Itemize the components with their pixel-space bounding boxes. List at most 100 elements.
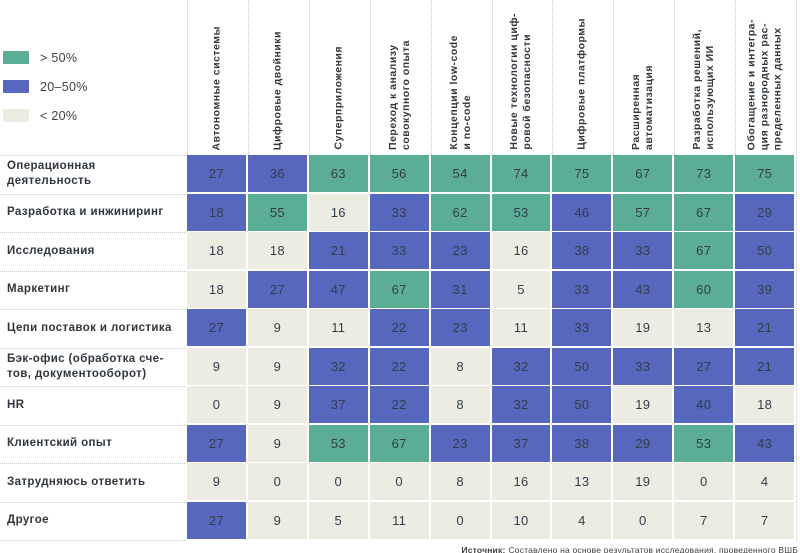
heatmap-cell: 37 (308, 386, 368, 423)
heatmap-cell: 23 (430, 424, 490, 462)
heatmap-cell: 21 (735, 309, 795, 346)
legend-item-gt50: > 50% (3, 51, 185, 65)
table-row: Клиентский опыт 27 9 53 67 23 37 38 29 53 43 (0, 424, 795, 462)
heatmap-cell: 0 (613, 501, 673, 539)
heatmap-cell: 0 (369, 463, 429, 500)
heatmap-cell: 73 (674, 155, 734, 192)
table-row: Разработка и инжиниринг 18 55 16 33 62 53 46 57 6… (0, 193, 795, 231)
heatmap-cell: 50 (735, 232, 795, 269)
heatmap-cell: 50 (552, 347, 612, 385)
table-row: Бэк-офис (обработка сче- тов, документоо… (0, 347, 795, 385)
heatmap-cell: 55 (247, 193, 307, 231)
heatmap-cell: 43 (613, 270, 673, 308)
table-row: Другое 27 9 5 11 0 10 4 0 7 7 (0, 501, 795, 539)
heatmap-cell: 8 (430, 463, 490, 500)
heatmap-cell: 54 (430, 155, 490, 192)
heatmap-cell: 21 (308, 232, 368, 269)
row-label: Бэк-офис (обработка сче- тов, документоо… (0, 347, 185, 385)
row-label: HR (0, 386, 185, 423)
row-label: Исследования (0, 232, 185, 269)
heatmap-cell: 31 (430, 270, 490, 308)
heatmap-cell: 7 (735, 501, 795, 539)
heatmap-cell: 9 (187, 463, 246, 500)
table-body: > 50% 20–50% < 20% Автономные системы Циф… (0, 0, 797, 541)
column-header: Переход к анализу совокупного опыта (369, 0, 429, 155)
heatmap-cell: 18 (187, 232, 246, 269)
heatmap-cell: 43 (735, 424, 795, 462)
heatmap-cell: 33 (552, 309, 612, 346)
source-note: Источник: Составлено на основе результато… (0, 545, 800, 553)
table-row: Цепи поставок и логистика 27 9 11 22 23 11 33 19… (0, 309, 795, 346)
row-label: Маркетинг (0, 270, 185, 308)
heatmap-cell: 22 (369, 386, 429, 423)
heatmap-cell: 22 (369, 309, 429, 346)
row-label: Операционная деятельность (0, 155, 185, 192)
heatmap-cell: 27 (674, 347, 734, 385)
legend-swatch-mid (3, 80, 29, 93)
heatmap-cell: 53 (674, 424, 734, 462)
heatmap-cell: 5 (308, 501, 368, 539)
heatmap-cell: 19 (613, 386, 673, 423)
header-row: > 50% 20–50% < 20% Автономные системы Циф… (0, 0, 794, 155)
heatmap-cell: 62 (430, 193, 490, 231)
heatmap-cell: 9 (187, 347, 246, 385)
column-headers: Автономные системы Цифровые двойники Супер… (187, 0, 794, 155)
row-label: Цепи поставок и логистика (0, 309, 185, 346)
source-label: Источник: (461, 545, 506, 553)
column-header: Разработка решений, использующих ИИ (674, 0, 733, 155)
heatmap-cell: 27 (187, 155, 246, 192)
heatmap-cell: 29 (613, 424, 673, 462)
heatmap-cell: 75 (552, 155, 612, 192)
heatmap-cell: 8 (430, 347, 490, 385)
heatmap-cell: 33 (552, 270, 612, 308)
heatmap-cell: 67 (369, 424, 429, 462)
heatmap-cell: 4 (552, 501, 612, 539)
heatmap-cell: 11 (308, 309, 368, 346)
column-header: Цифровые двойники (247, 0, 307, 155)
heatmap-cell: 67 (674, 232, 734, 269)
heatmap-cell: 32 (491, 386, 551, 423)
heatmap-cell: 21 (735, 347, 795, 385)
legend-swatch-lt20 (3, 109, 29, 122)
heatmap-cell: 27 (187, 501, 246, 539)
heatmap-cell: 9 (247, 309, 307, 346)
heatmap-cell: 16 (308, 193, 368, 231)
heatmap-cell: 38 (552, 232, 612, 269)
heatmap-cell: 38 (552, 424, 612, 462)
column-header: Расширенная автоматизация (613, 0, 672, 155)
heatmap-cell: 46 (552, 193, 612, 231)
heatmap-cell: 13 (552, 463, 612, 500)
heatmap-cell: 33 (369, 232, 429, 269)
heatmap-cell: 56 (369, 155, 429, 192)
heatmap-cell: 32 (491, 347, 551, 385)
table-row: Исследования 18 18 21 33 23 16 38 33 67 50 (0, 232, 795, 269)
legend: > 50% 20–50% < 20% (0, 0, 185, 155)
heatmap-cell: 67 (674, 193, 734, 231)
heatmap-grid: Операционная деятельность 27 36 63 56 54 74 75 6… (0, 155, 795, 539)
heatmap-cell: 32 (308, 347, 368, 385)
heatmap-cell: 27 (187, 424, 246, 462)
heatmap-cell: 18 (187, 270, 246, 308)
column-header: Новые технологии циф- ровой безопасности (491, 0, 551, 155)
heatmap-cell: 9 (247, 501, 307, 539)
heatmap-cell: 33 (613, 347, 673, 385)
heatmap-cell: 7 (674, 501, 734, 539)
heatmap-cell: 9 (247, 347, 307, 385)
column-header: Цифровые платформы (552, 0, 611, 155)
heatmap-cell: 18 (187, 193, 246, 231)
legend-label: 20–50% (40, 79, 88, 94)
table-row: Операционная деятельность 27 36 63 56 54 74 75 6… (0, 155, 795, 192)
heatmap-cell: 67 (369, 270, 429, 308)
heatmap-cell: 23 (430, 232, 490, 269)
heatmap-cell: 11 (491, 309, 551, 346)
heatmap-cell: 9 (247, 424, 307, 462)
heatmap-cell: 23 (430, 309, 490, 346)
legend-swatch-gt50 (3, 51, 29, 64)
heatmap-cell: 53 (491, 193, 551, 231)
source-text: Составлено на основе результатов исследо… (508, 545, 798, 553)
heatmap-cell: 27 (187, 309, 246, 346)
heatmap-cell: 33 (369, 193, 429, 231)
heatmap-cell: 10 (491, 501, 551, 539)
heatmap-cell: 5 (491, 270, 551, 308)
heatmap-cell: 11 (369, 501, 429, 539)
